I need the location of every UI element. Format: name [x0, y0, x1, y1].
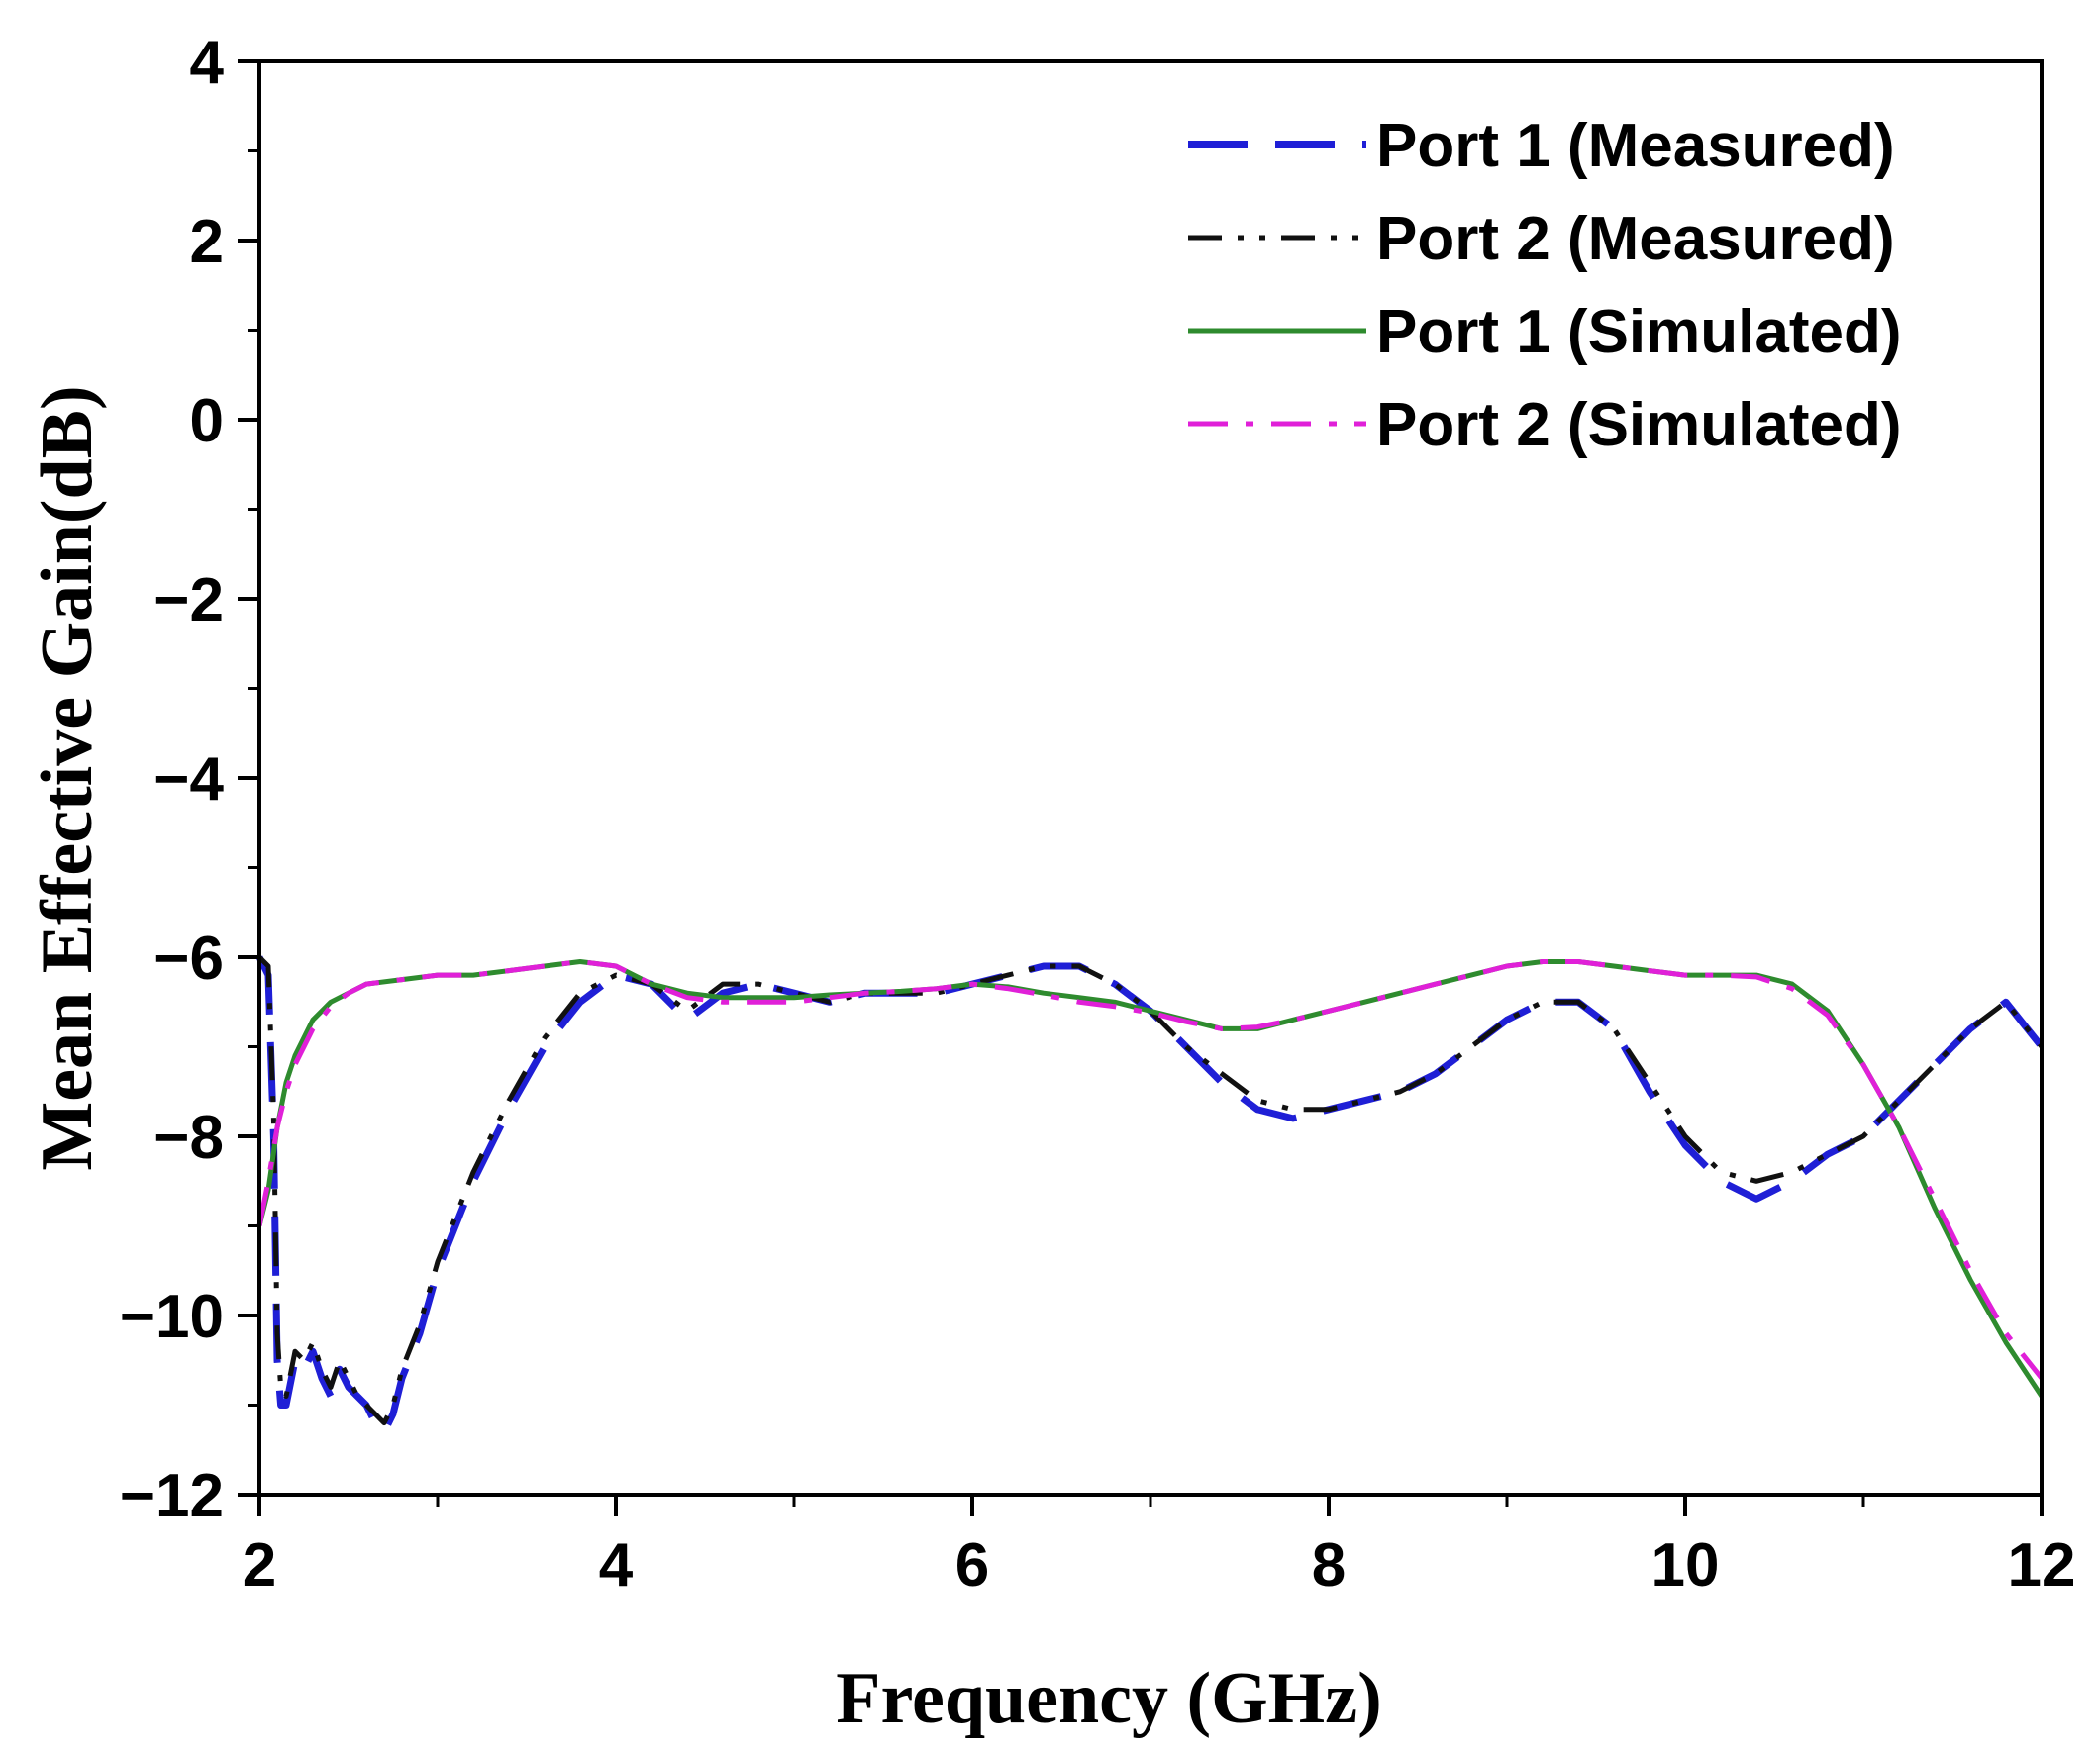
y-axis-title: Mean Effective Gain(dB): [27, 385, 108, 1170]
y-tick-label: −8: [153, 1104, 224, 1172]
x-tick-label: 4: [599, 1531, 634, 1600]
y-tick-label: 2: [190, 208, 224, 276]
x-axis-title: Frequency (GHz): [836, 1658, 1381, 1739]
y-tick-label: 0: [190, 387, 224, 455]
y-tick-label: −10: [120, 1283, 224, 1351]
x-tick-label: 12: [2008, 1531, 2076, 1600]
legend: Port 1 (Measured) Port 2 (Measured) Port 1…: [1188, 112, 1902, 459]
y-tick-label: −12: [120, 1462, 224, 1530]
y-tick-label: −2: [153, 566, 224, 634]
legend-label-2: Port 2 (Measured): [1376, 205, 1895, 273]
y-tick-label: 4: [190, 29, 225, 97]
x-tick-label: 10: [1651, 1531, 1720, 1600]
series-layer: [255, 955, 2045, 1436]
y-tick-label: −6: [153, 925, 224, 993]
legend-label-3: Port 1 (Simulated): [1376, 298, 1902, 366]
y-tick-label: −4: [153, 745, 224, 814]
legend-label-4: Port 2 (Simulated): [1376, 391, 1902, 459]
series-line-2: [257, 955, 2044, 1426]
series-line-3: [256, 959, 2045, 1398]
x-tick-label: 6: [955, 1531, 989, 1600]
x-tick-label: 8: [1312, 1531, 1346, 1600]
legend-label-1: Port 1 (Measured): [1376, 112, 1895, 180]
x-tick-label: 2: [243, 1531, 276, 1600]
ticks-layer: 2 4 6 8 10 12 4 2 0 −2 −4 −6 −8 −10 −12: [120, 29, 2076, 1600]
